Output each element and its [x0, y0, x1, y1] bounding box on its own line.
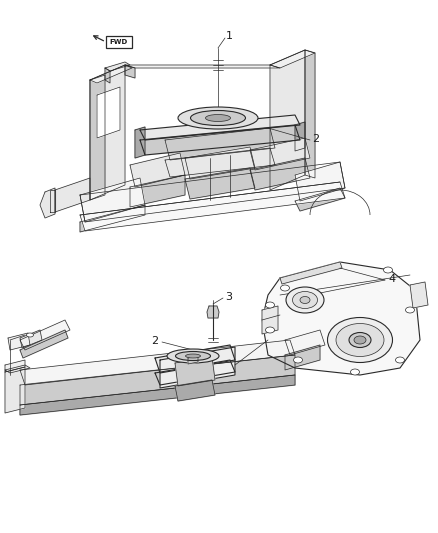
Polygon shape: [105, 68, 110, 83]
Ellipse shape: [186, 354, 201, 358]
Ellipse shape: [286, 287, 324, 313]
Polygon shape: [250, 158, 310, 190]
Polygon shape: [20, 340, 295, 385]
Polygon shape: [160, 347, 235, 388]
Polygon shape: [20, 320, 70, 350]
Polygon shape: [80, 182, 345, 231]
Polygon shape: [80, 178, 145, 222]
Polygon shape: [295, 122, 305, 151]
Polygon shape: [270, 50, 305, 190]
Polygon shape: [285, 345, 320, 370]
Polygon shape: [155, 360, 235, 385]
Polygon shape: [90, 75, 105, 200]
Ellipse shape: [167, 349, 219, 363]
Polygon shape: [280, 262, 342, 284]
Polygon shape: [20, 330, 42, 348]
Ellipse shape: [349, 333, 371, 348]
Polygon shape: [250, 138, 310, 170]
Polygon shape: [285, 330, 325, 355]
Polygon shape: [135, 127, 145, 158]
Ellipse shape: [293, 357, 303, 363]
Polygon shape: [8, 333, 30, 350]
Ellipse shape: [205, 115, 230, 122]
Polygon shape: [262, 262, 420, 375]
Text: 2: 2: [151, 336, 158, 346]
Text: 1: 1: [226, 31, 233, 41]
Polygon shape: [90, 65, 125, 200]
Ellipse shape: [354, 336, 366, 344]
Polygon shape: [207, 306, 219, 318]
Ellipse shape: [396, 357, 405, 363]
Polygon shape: [155, 345, 235, 373]
Ellipse shape: [191, 110, 246, 125]
Polygon shape: [410, 282, 428, 308]
Polygon shape: [270, 50, 315, 68]
Polygon shape: [125, 65, 135, 78]
Ellipse shape: [336, 324, 384, 357]
Ellipse shape: [350, 369, 360, 375]
Ellipse shape: [280, 285, 290, 291]
Polygon shape: [305, 50, 315, 178]
Ellipse shape: [300, 296, 310, 303]
Text: 2: 2: [312, 134, 319, 144]
Polygon shape: [80, 205, 145, 232]
Polygon shape: [55, 178, 90, 212]
Ellipse shape: [406, 307, 414, 313]
Ellipse shape: [265, 302, 275, 308]
Ellipse shape: [384, 267, 392, 273]
FancyArrowPatch shape: [94, 36, 103, 41]
Polygon shape: [20, 375, 295, 415]
Polygon shape: [175, 380, 215, 401]
Polygon shape: [188, 356, 198, 364]
Polygon shape: [90, 65, 132, 83]
Polygon shape: [5, 367, 25, 413]
Polygon shape: [130, 175, 185, 207]
Polygon shape: [130, 153, 185, 187]
Ellipse shape: [265, 327, 275, 333]
Polygon shape: [105, 62, 130, 71]
Polygon shape: [185, 168, 255, 199]
Text: 3: 3: [225, 292, 232, 302]
Ellipse shape: [176, 351, 211, 360]
Polygon shape: [40, 188, 55, 218]
Polygon shape: [185, 147, 255, 179]
Polygon shape: [295, 162, 345, 201]
Ellipse shape: [328, 318, 392, 362]
Polygon shape: [165, 128, 275, 160]
Polygon shape: [20, 330, 68, 358]
FancyBboxPatch shape: [106, 36, 132, 48]
Polygon shape: [50, 190, 55, 212]
Text: FWD: FWD: [110, 39, 128, 45]
Polygon shape: [165, 148, 275, 177]
Polygon shape: [125, 65, 280, 68]
Ellipse shape: [178, 107, 258, 129]
Ellipse shape: [293, 292, 318, 309]
Polygon shape: [262, 306, 278, 334]
Ellipse shape: [27, 333, 33, 337]
Polygon shape: [5, 360, 25, 372]
Polygon shape: [175, 357, 215, 386]
Polygon shape: [20, 355, 295, 405]
Polygon shape: [97, 87, 120, 138]
Text: 4: 4: [388, 274, 395, 284]
Polygon shape: [295, 188, 345, 211]
Polygon shape: [140, 125, 300, 155]
Polygon shape: [140, 115, 300, 140]
Polygon shape: [5, 365, 30, 373]
